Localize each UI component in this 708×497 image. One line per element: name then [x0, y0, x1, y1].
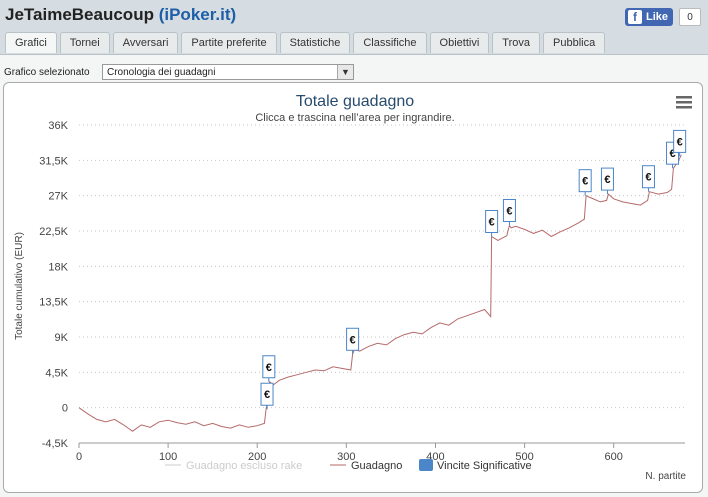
facebook-like-button[interactable]: f Like — [625, 8, 673, 26]
y-tick-label: 27K — [48, 191, 68, 203]
y-tick-label: 9K — [55, 332, 69, 344]
x-tick-label: 300 — [337, 451, 355, 463]
chart-subtitle: Clicca e trascina nell’area per ingrandi… — [255, 112, 454, 124]
euro-icon: € — [582, 176, 588, 188]
legend-item-rake: Guadagno escluso rake — [186, 460, 302, 472]
chevron-down-icon[interactable]: ▼ — [337, 65, 353, 79]
tab-grafici[interactable]: Grafici — [5, 32, 57, 53]
page-title: JeTaimeBeaucoup (iPoker.it) — [5, 5, 236, 25]
y-tick-label: 13,5K — [39, 297, 68, 309]
y-tick-label: 18K — [48, 261, 68, 273]
euro-icon: € — [489, 216, 495, 228]
tab-bar: Grafici Tornei Avversari Partite preferite S… — [5, 32, 608, 54]
y-tick-label: -4,5K — [42, 438, 69, 450]
like-label: Like — [646, 11, 669, 23]
series-layer — [78, 154, 682, 432]
euro-icon: € — [677, 136, 683, 148]
euro-icon: € — [669, 148, 675, 160]
legend: Guadagno escluso rake Guadagno Vincite Sig… — [165, 459, 532, 472]
euro-icon: € — [604, 174, 610, 186]
chart-selector[interactable]: Cronologia dei guadagni ▼ — [102, 64, 354, 80]
x-tick-label: 100 — [159, 451, 177, 463]
site-link[interactable]: (iPoker.it) — [158, 5, 237, 24]
page-header: JeTaimeBeaucoup (iPoker.it) f Like 0 — [0, 0, 708, 30]
site-name[interactable]: iPoker.it — [164, 5, 231, 24]
tab-tornei[interactable]: Tornei — [59, 32, 110, 53]
flag-box — [485, 209, 499, 233]
x-axis-label: N. partite — [645, 471, 686, 482]
x-tick-label: 0 — [76, 451, 82, 463]
legend-item-guadagno: Guadagno — [351, 460, 402, 472]
tab-pubblica[interactable]: Pubblica — [543, 32, 606, 53]
chart-svg[interactable]: Totale guadagno Clicca e trascina nell’a… — [4, 83, 702, 492]
tab-trova[interactable]: Trova — [492, 32, 541, 53]
tab-obiettivi[interactable]: Obiettivi — [429, 32, 490, 53]
like-count: 0 — [679, 8, 701, 26]
tab-partite-preferite[interactable]: Partite preferite — [181, 32, 277, 53]
tab-statistiche[interactable]: Statistiche — [279, 32, 351, 53]
y-tick-label: 22,5K — [39, 226, 68, 238]
chart-selector-label: Grafico selezionato — [4, 67, 90, 78]
euro-icon: € — [645, 172, 651, 184]
series-line-guadagno — [78, 154, 682, 432]
x-tick-label: 200 — [248, 451, 266, 463]
flag-box — [673, 129, 687, 153]
y-tick-label: 36K — [48, 120, 68, 132]
y-tick-label: 31,5K — [39, 155, 68, 167]
flag-box — [578, 169, 592, 193]
grid-lines — [79, 124, 685, 444]
euro-icon: € — [506, 206, 512, 218]
facebook-icon: f — [628, 10, 642, 24]
flag-box — [641, 165, 655, 189]
euro-icon: € — [350, 334, 356, 346]
flag-box — [262, 355, 276, 379]
x-tick-label: 500 — [515, 451, 533, 463]
x-tick-label: 600 — [605, 451, 623, 463]
chart-container[interactable]: Totale guadagno Clicca e trascina nell’a… — [3, 82, 703, 493]
chart-title: Totale guadagno — [296, 93, 414, 110]
flag-box — [600, 167, 614, 191]
y-tick-label: 0 — [62, 403, 68, 415]
tab-avversari[interactable]: Avversari — [112, 32, 179, 53]
euro-icon: € — [264, 389, 270, 401]
flag-box — [260, 382, 274, 406]
y-axis: -4,5K 0 4,5K 9K 13,5K 18K 22,5K 27K 31,5K 36K — [39, 120, 68, 450]
legend-item-significant: Vincite Significative — [437, 460, 532, 472]
y-tick-label: 4,5K — [45, 367, 68, 379]
tab-classifiche[interactable]: Classifiche — [353, 32, 427, 53]
legend-swatch-significant — [419, 459, 433, 471]
y-axis-label: Totale cumulativo (EUR) — [14, 232, 25, 340]
x-axis: 0 100 200 300 400 500 600 — [76, 442, 685, 463]
flag-box — [346, 327, 360, 351]
significant-wins-layer: €€€€€€ € €€€ — [260, 129, 687, 410]
euro-icon: € — [266, 362, 272, 374]
tab-divider — [0, 54, 708, 55]
player-name: JeTaimeBeaucoup — [5, 5, 154, 24]
flag-box — [502, 199, 516, 223]
chart-selector-value: Cronologia dei guadagni — [107, 67, 216, 78]
menu-icon[interactable] — [676, 96, 692, 109]
